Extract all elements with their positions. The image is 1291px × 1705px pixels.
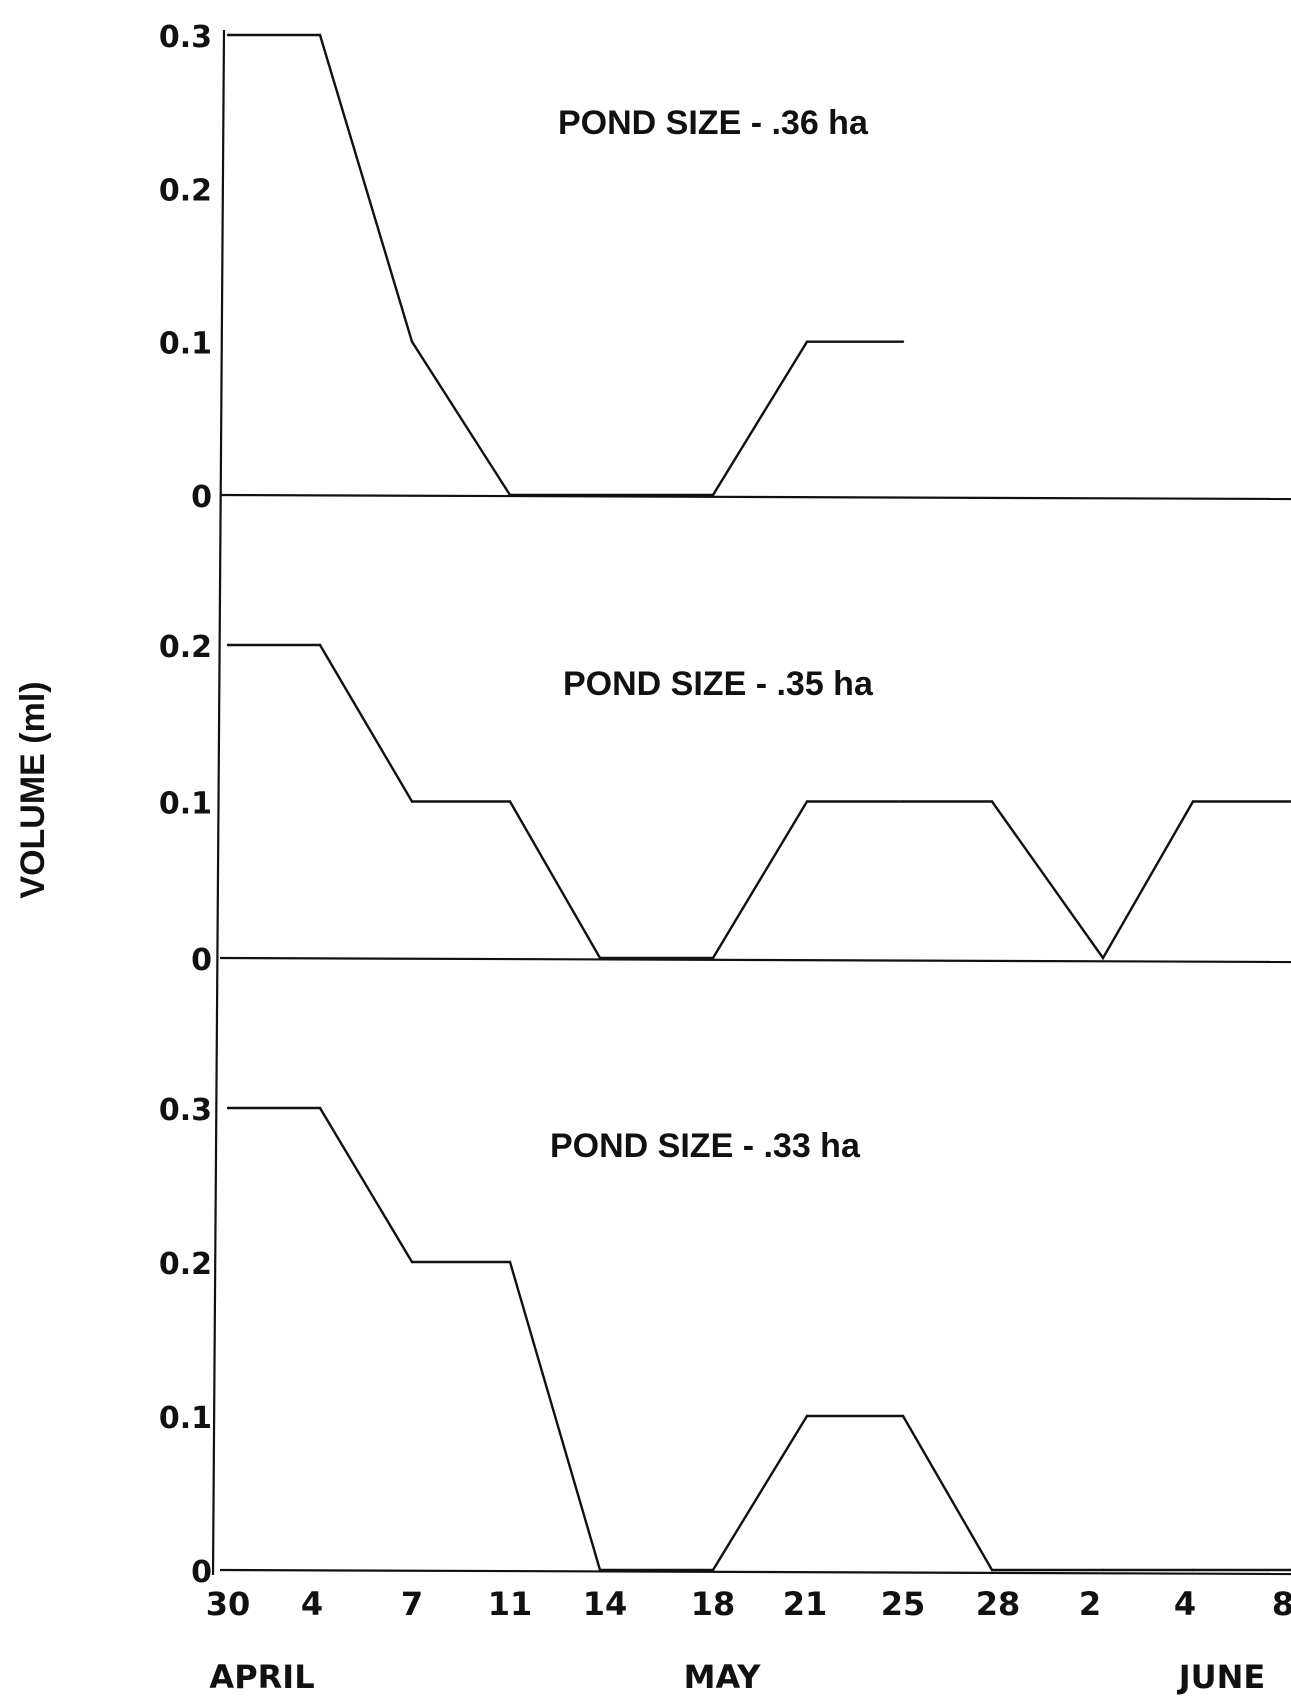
y-tick-label: 0.1 [159,327,212,362]
y-tick-label: 0.3 [159,20,212,55]
x-tick-label: 30 [206,1585,251,1623]
x-tick-label: 8 [1272,1585,1291,1623]
x-tick-label: 21 [783,1585,828,1623]
x-tick-label: 18 [691,1585,736,1623]
data-point [508,800,512,803]
data-point [226,1106,230,1110]
x-tick-label: 4 [1174,1585,1196,1623]
x-tick-label: 28 [976,1585,1021,1623]
series-line [228,643,1291,961]
x-tick-label: 4 [301,1585,323,1623]
data-point [318,1106,322,1110]
panel-baseline [219,956,1291,964]
data-point [598,1568,602,1572]
data-point [318,643,322,647]
data-point [805,800,809,803]
data-point [990,1568,994,1572]
x-tick-label: 11 [488,1585,533,1623]
y-tick-label: 0.3 [159,1093,212,1128]
panel-baseline [219,493,1291,501]
data-point [1191,1568,1195,1572]
y-tick-label: 0 [191,1555,212,1590]
x-tick-label: 14 [583,1585,628,1623]
data-point [901,1414,905,1418]
data-point [1101,1568,1105,1572]
panel-1: 0.3 0.2 0.1 0 POND SIZE - .36 ha [159,20,1291,515]
y-axis-title: VOLUME (ml) [14,681,52,898]
month-label: JUNE [1177,1658,1266,1696]
data-point [410,340,414,343]
panel-title: POND SIZE - .33 ha [550,1127,861,1165]
panel-title: POND SIZE - .36 ha [558,104,869,142]
y-tick-label: 0.1 [159,787,212,822]
data-point [508,1260,512,1264]
y-axis-line [211,29,226,1576]
data-point [1191,800,1195,803]
y-tick-label: 0.2 [159,173,212,208]
y-tick-label: 0.1 [159,1401,212,1436]
data-point [805,1414,809,1418]
month-label: APRIL [209,1658,314,1696]
data-point [318,33,322,37]
y-tick-label: 0.2 [159,630,212,665]
data-point [226,33,230,37]
data-point [226,643,230,647]
data-point [805,340,809,343]
data-point [711,493,715,497]
data-point [901,340,905,343]
panel-3: 0.3 0.2 0.1 0 POND SIZE - .33 ha [159,1093,1291,1590]
panel-baseline [219,1568,1291,1576]
panel-title: POND SIZE - .35 ha [563,665,874,703]
data-point [711,1568,715,1572]
x-axis-labels: 30 4 7 11 14 18 21 25 28 2 4 8 APRIL MAY JUNE [206,1585,1291,1696]
x-tick-label: 7 [401,1585,423,1623]
data-point [711,956,715,960]
series-line [228,1106,1291,1572]
data-point [598,956,602,960]
y-tick-label: 0 [191,480,212,515]
data-point [410,1260,414,1264]
y-tick-label: 0 [191,943,212,978]
x-tick-label: 2 [1079,1585,1101,1623]
series-line [228,33,903,497]
y-tick-label: 0.2 [159,1247,212,1282]
data-point [901,800,905,803]
data-point [410,800,414,803]
month-label: MAY [684,1658,762,1696]
data-point [990,800,994,803]
panel-2: 0.2 0.1 0 POND SIZE - .35 ha [159,630,1291,978]
data-point [508,493,512,497]
data-point [598,493,602,497]
data-point [1101,956,1105,960]
x-tick-label: 25 [881,1585,926,1623]
